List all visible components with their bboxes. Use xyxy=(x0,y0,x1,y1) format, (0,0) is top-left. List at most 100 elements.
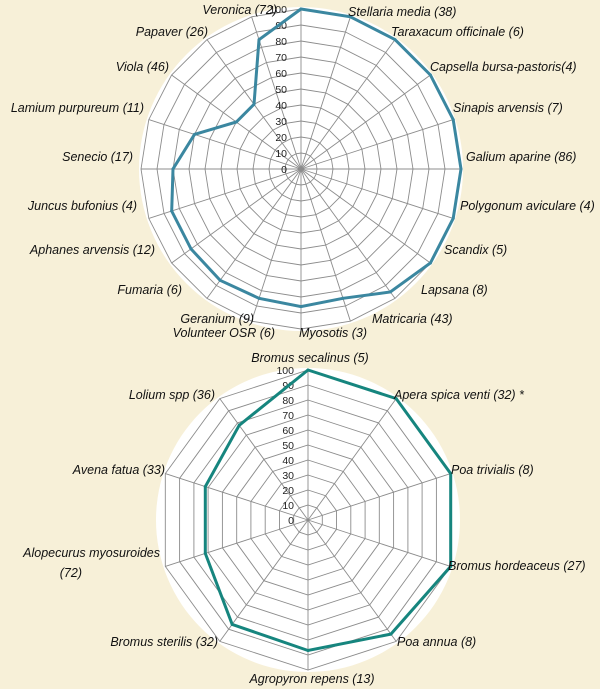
grass-point-lolium-spp-36 xyxy=(237,423,241,427)
grass-point-poa-annua-8 xyxy=(389,632,393,636)
grass-category-label-lolium-spp-36: Lolium spp (36) xyxy=(129,388,215,402)
broadleaf-category-label-myosotis-3: Myosotis (3) xyxy=(299,326,367,340)
grass-point-bromus-secalinus-5 xyxy=(306,368,310,372)
broadleaf-tick-label-0: 0 xyxy=(281,164,287,176)
broadleaf-category-label-juncus-bufonius-4: Juncus bufonius (4) xyxy=(27,199,137,213)
broadleaf-spoke-15 xyxy=(148,168,302,219)
grass-point-poa-trivialis-8 xyxy=(449,472,453,476)
broadleaf-tick-label-90: 90 xyxy=(275,20,287,32)
broadleaf-point-stellaria-media-38 xyxy=(299,7,303,11)
broadleaf-point-aphanes-arvensis-12 xyxy=(189,247,193,251)
broadleaf-point-papaver-26 xyxy=(252,102,256,106)
grass-point-avena-fatua-33 xyxy=(203,485,207,489)
broadleaf-spoke-5 xyxy=(300,119,454,170)
grass-tick-label-20: 20 xyxy=(282,485,294,497)
grass-point-apera-spica-venti-32 xyxy=(394,397,398,401)
broadleaf-point-senecio-17 xyxy=(171,167,175,171)
broadleaf-category-label-taraxacum-officinale-6: Taraxacum officinale (6) xyxy=(391,25,524,39)
broadleaf-category-label-stellaria-media-38: Stellaria media (38) xyxy=(348,5,456,19)
grass-point-bromus-sterilis-32 xyxy=(230,622,234,626)
grass-spoke-5 xyxy=(307,519,397,642)
broadleaf-category-label-geranium-9: Geranium (9) xyxy=(180,312,254,326)
broadleaf-category-label-volunteer-osr-6: Volunteer OSR (6) xyxy=(173,326,275,340)
grass-tick-label-80: 80 xyxy=(282,395,294,407)
grass-tick-label-70: 70 xyxy=(282,410,294,422)
broadleaf-point-galium-aparine-86 xyxy=(451,118,455,122)
grass-spoke-4 xyxy=(307,519,451,567)
broadleaf-point-lamium-purpureum-11 xyxy=(193,132,196,136)
grass-tick-label-100: 100 xyxy=(276,365,294,377)
broadleaf-tick-label-10: 10 xyxy=(275,148,287,160)
broadleaf-category-label-aphanes-arvensis-12: Aphanes arvensis (12) xyxy=(29,243,155,257)
broadleaf-point-veronica-72 xyxy=(257,38,261,42)
grass-category-label-agropyron-repens-13: Agropyron repens (13) xyxy=(248,672,374,686)
broadleaf-point-viola-46 xyxy=(234,120,238,124)
broadleaf-spoke-2 xyxy=(300,16,351,170)
broadleaf-tick-label-30: 30 xyxy=(275,116,287,128)
broadleaf-category-label-fumaria-6: Fumaria (6) xyxy=(117,283,182,297)
broadleaf-spoke-3 xyxy=(300,39,396,170)
broadleaf-point-juncus-bufonius-4 xyxy=(170,209,174,213)
grass-point-bromus-hordeaceus-27 xyxy=(449,564,453,568)
broadleaf-point-matricaria-43 xyxy=(388,290,392,294)
grass-tick-label-0: 0 xyxy=(288,515,294,527)
broadleaf-spoke-13 xyxy=(206,168,302,299)
grass-spoke-9 xyxy=(165,473,309,521)
broadleaf-spoke-4 xyxy=(300,74,431,170)
broadleaf-category-label-senecio-17: Senecio (17) xyxy=(62,150,133,164)
grass-tick-label-50: 50 xyxy=(282,440,294,452)
grass-spoke-2 xyxy=(307,398,397,521)
broadleaf-spoke-7 xyxy=(300,168,454,219)
broadleaf-weeds-radar-chart: 0 10 20 30 40 50 60 70 80 90 100 Stellaria media (3… xyxy=(11,3,595,340)
broadleaf-category-label-capsella-bursa-pastoris-4: Capsella bursa-pastoris(4) xyxy=(430,60,577,74)
grass-spoke-7 xyxy=(219,519,309,642)
grass-spoke-10 xyxy=(219,398,309,521)
grass-category-label-bromus-sterilis-32: Bromus sterilis (32) xyxy=(110,635,218,649)
grass-tick-label-30: 30 xyxy=(282,470,294,482)
broadleaf-tick-label-80: 80 xyxy=(275,36,287,48)
broadleaf-tick-label-20: 20 xyxy=(275,132,287,144)
broadleaf-category-label-polygonum-aviculare-4: Polygonum aviculare (4) xyxy=(460,199,595,213)
broadleaf-category-label-papaver-26: Papaver (26) xyxy=(136,25,208,39)
broadleaf-spoke-8 xyxy=(300,168,431,264)
broadleaf-tick-label-100: 100 xyxy=(269,4,287,16)
grass-category-label-poa-annua-8: Poa annua (8) xyxy=(397,635,476,649)
broadleaf-point-capsella-bursa-pastoris-4 xyxy=(393,38,397,42)
broadleaf-point-sinapis-arvensis-7 xyxy=(428,73,432,77)
broadleaf-category-label-sinapis-arvensis-7: Sinapis arvensis (7) xyxy=(453,101,563,115)
grass-spoke-8 xyxy=(165,519,309,567)
broadleaf-category-label-viola-46: Viola (46) xyxy=(116,60,169,74)
grass-category-label-avena-fatua-33: Avena fatua (33) xyxy=(72,463,165,477)
broadleaf-category-label-galium-aparine-86: Galium aparine (86) xyxy=(466,150,576,164)
broadleaf-tick-label-60: 60 xyxy=(275,68,287,80)
broadleaf-spoke-9 xyxy=(300,168,396,299)
broadleaf-tick-label-50: 50 xyxy=(275,84,287,96)
broadleaf-spoke-14 xyxy=(171,168,302,264)
broadleaf-category-label-scandix-5: Scandix (5) xyxy=(444,243,507,257)
broadleaf-tick-label-40: 40 xyxy=(275,100,287,112)
broadleaf-point-fumaria-6 xyxy=(218,278,222,282)
broadleaf-point-myosotis-3 xyxy=(341,296,345,300)
broadleaf-point-geranium-9 xyxy=(257,296,261,300)
grass-tick-label-60: 60 xyxy=(282,425,294,437)
broadleaf-category-label-lamium-purpureum-11: Lamium purpureum (11) xyxy=(11,101,144,115)
broadleaf-spoke-12 xyxy=(251,168,302,322)
grass-tick-label-40: 40 xyxy=(282,455,294,467)
broadleaf-point-taraxacum-officinale-6 xyxy=(348,15,352,19)
broadleaf-category-label-matricaria-43: Matricaria (43) xyxy=(372,312,453,326)
grass-point-alopecurus-myosuroides-72 xyxy=(203,551,207,555)
grass-category-label-alopecurus-myosuroides-72: Alopecurus myosuroides (72) xyxy=(22,546,160,580)
broadleaf-point-lapsana-8 xyxy=(428,261,432,265)
broadleaf-point-polygonum-aviculare-4 xyxy=(459,167,463,171)
grass-category-label-bromus-secalinus-5: Bromus secalinus (5) xyxy=(251,351,368,365)
broadleaf-spoke-17 xyxy=(148,119,302,170)
broadleaf-tick-label-70: 70 xyxy=(275,52,287,64)
broadleaf-category-label-veronica-72: Veronica (72) xyxy=(202,3,277,17)
broadleaf-category-label-lapsana-8: Lapsana (8) xyxy=(421,283,488,297)
grass-category-label-poa-trivialis-8: Poa trivialis (8) xyxy=(451,463,534,477)
broadleaf-point-scandix-5 xyxy=(451,216,455,220)
grass-point-agropyron-repens-13 xyxy=(306,649,310,652)
grass-tick-label-10: 10 xyxy=(282,500,294,512)
